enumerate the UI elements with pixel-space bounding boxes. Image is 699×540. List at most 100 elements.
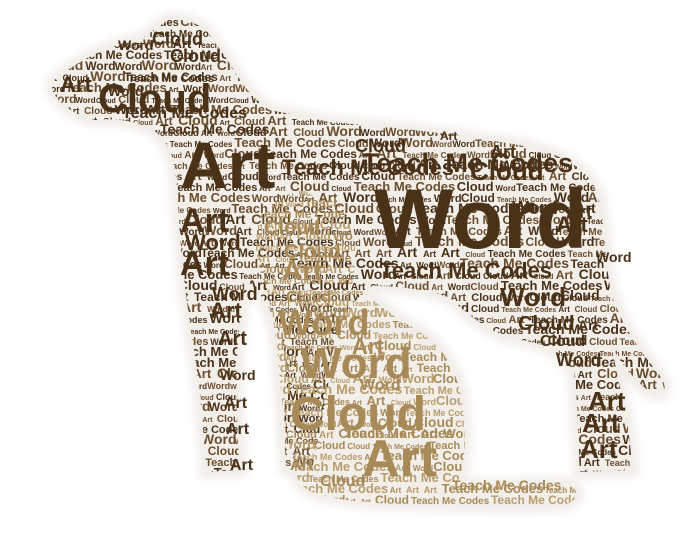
- word-cloud: Cloud: [257, 228, 280, 237]
- word-cloud: Cloud: [563, 293, 589, 303]
- word-word: Word: [561, 234, 594, 249]
- word-word: Word: [183, 84, 208, 95]
- word-word: Word: [293, 331, 316, 341]
- word-art: Art: [277, 309, 290, 319]
- word-teach-me-codes: Teach Me Codes: [557, 227, 636, 238]
- word-cloud: Cloud: [289, 293, 317, 304]
- word-cloud: Cloud: [560, 287, 600, 303]
- word-cloud: Cloud: [546, 62, 572, 72]
- word-word: Word: [555, 164, 573, 171]
- word-cloud: Cloud: [370, 48, 404, 62]
- word-cloud: Cloud: [623, 43, 643, 50]
- word-cloud: Cloud: [297, 62, 325, 73]
- word-word: Word: [554, 189, 590, 205]
- word-art: Art: [155, 114, 172, 128]
- word-teach-me-codes: Teach Me Codes: [344, 425, 454, 441]
- word-teach-me-codes: Teach Me Codes: [280, 397, 350, 407]
- word-word: Word: [448, 282, 471, 292]
- word-teach-me-codes: Teach Me Codes: [249, 161, 328, 172]
- word-word: Word: [279, 194, 304, 205]
- word-art: Art: [670, 371, 682, 380]
- word-cloud: Cloud: [489, 396, 520, 408]
- word-teach-me-codes: Teach Me Codes: [109, 470, 172, 479]
- word-art: Art: [123, 189, 144, 205]
- word-art: Art: [252, 470, 271, 485]
- word-art: Art: [271, 287, 286, 298]
- word-art: Art: [450, 292, 466, 304]
- word-word: Word: [605, 168, 638, 183]
- word-art: Art: [48, 326, 61, 336]
- word-art: Art: [382, 72, 398, 84]
- word-teach-me-codes: Teach Me Codes: [276, 95, 355, 106]
- word-art: Art: [352, 400, 363, 407]
- word-cloud: Cloud: [455, 271, 481, 281]
- word-word: Word: [558, 107, 578, 116]
- word-art: Art: [491, 373, 502, 380]
- word-word: Word: [209, 310, 245, 326]
- word-cloud: Cloud: [502, 431, 525, 440]
- word-cloud: Cloud: [375, 493, 409, 507]
- word-teach-me-codes: Teach Me Codes: [497, 197, 552, 204]
- word-teach-me-codes: Teach Me Codes: [477, 175, 532, 182]
- word-teach-me-codes: Teach Me Codes: [41, 160, 127, 172]
- word-teach-me-codes: Teach Me Codes: [572, 50, 658, 62]
- word-cloud: Cloud: [378, 416, 412, 430]
- word-word: Word: [97, 263, 115, 270]
- word-art: Art: [431, 283, 443, 292]
- word-cloud: Cloud: [257, 262, 291, 276]
- word-word: Word: [640, 271, 665, 282]
- word-word: Word: [153, 129, 173, 138]
- word-cloud: Cloud: [135, 246, 169, 260]
- word-art: Art: [395, 226, 411, 238]
- word-cloud: Cloud: [258, 58, 295, 73]
- word-cloud: Cloud: [548, 332, 588, 348]
- word-cloud: Cloud: [438, 17, 469, 29]
- word-art: Art: [184, 169, 201, 183]
- word-teach-me-codes: Teach Me Codes: [657, 312, 699, 326]
- word-cloud: Cloud: [46, 41, 69, 50]
- word-cloud: Cloud: [157, 415, 180, 424]
- word-word: Word: [413, 464, 433, 473]
- word-word: Word: [90, 68, 126, 84]
- word-word: Word: [527, 433, 545, 440]
- word-word: Word: [635, 142, 653, 149]
- word-teach-me-codes: Teach Me Codes: [445, 213, 539, 227]
- word-teach-me-codes: Teach Me Codes: [638, 73, 699, 83]
- word-cloud: Cloud: [224, 257, 258, 271]
- word-cloud: Cloud: [355, 136, 406, 156]
- word-cloud: Cloud: [293, 127, 324, 139]
- word-art: Art: [352, 334, 384, 359]
- word-word: Word: [41, 29, 66, 40]
- word-cloud: Cloud: [489, 439, 509, 446]
- word-word: Word: [256, 232, 279, 242]
- word-teach-me-codes: Teach Me Codes: [491, 493, 585, 507]
- word-teach-me-codes: Teach Me Codes: [78, 252, 133, 259]
- word-word: Word: [463, 80, 496, 95]
- word-word: Word: [360, 128, 385, 139]
- word-cloud: Cloud: [224, 146, 261, 161]
- word-cloud: Cloud: [361, 169, 395, 183]
- word-cloud: Cloud: [216, 392, 242, 402]
- word-art: Art: [328, 65, 339, 72]
- word-art: Art: [543, 128, 558, 139]
- word-cloud: Cloud: [286, 220, 317, 232]
- word-teach-me-codes: Teach Me Codes: [292, 118, 355, 127]
- word-cloud: Cloud: [470, 282, 498, 293]
- word-teach-me-codes: Teach Me Codes: [651, 201, 699, 216]
- word-cloud: Cloud: [646, 40, 674, 51]
- word-word: Word: [463, 348, 488, 359]
- word-cloud: Cloud: [396, 13, 436, 29]
- word-word: Word: [654, 439, 672, 446]
- word-teach-me-codes: Teach Me Codes: [148, 29, 227, 40]
- word-cloud: Cloud: [337, 138, 368, 150]
- word-word: Word: [304, 226, 332, 238]
- word-word: Word: [495, 184, 515, 193]
- word-word: Word: [252, 193, 280, 205]
- word-art: Art: [267, 113, 286, 128]
- word-art: Art: [45, 21, 56, 28]
- word-word: Word: [130, 146, 163, 161]
- word-art: Art: [491, 381, 512, 397]
- word-art: Art: [49, 51, 64, 62]
- word-word: Word: [475, 429, 503, 441]
